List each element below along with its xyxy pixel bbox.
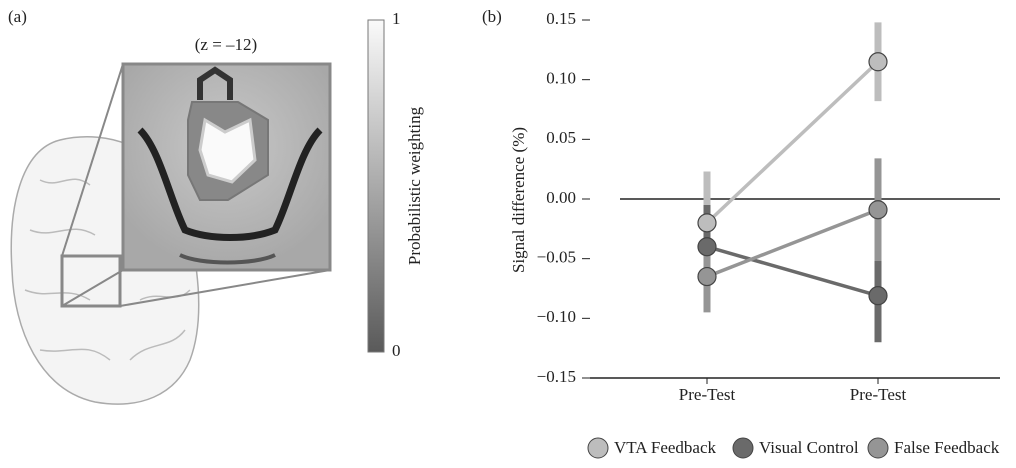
- slice-label: (z = –12): [195, 35, 257, 54]
- data-point: [698, 268, 716, 286]
- legend-swatch: [733, 438, 753, 458]
- data-point: [869, 201, 887, 219]
- x-tick-label: Pre-Test: [679, 385, 736, 404]
- y-axis-title: Signal difference (%): [509, 127, 528, 273]
- y-tick-label: 0.15: [546, 9, 576, 28]
- panel-label: (a): [8, 7, 27, 26]
- data-point: [698, 238, 716, 256]
- colorbar-tick-label: 1: [392, 9, 401, 28]
- data-point: [869, 53, 887, 71]
- legend-label: False Feedback: [894, 438, 1000, 457]
- y-tick-label: 0.05: [546, 128, 576, 147]
- data-point: [698, 214, 716, 232]
- y-tick-label: −0.05: [537, 248, 576, 267]
- x-tick-label: Pre-Test: [850, 385, 907, 404]
- y-tick-label: 0.00: [546, 188, 576, 207]
- colorbar: [368, 20, 384, 352]
- colorbar-tick-label: 0: [392, 341, 401, 360]
- legend-swatch: [588, 438, 608, 458]
- figure: (a) (z = –12) 1 0 Probabilistic weightin…: [0, 0, 1016, 468]
- slice-image: [123, 64, 330, 270]
- legend-swatch: [868, 438, 888, 458]
- colorbar-label: Probabilistic weighting: [405, 106, 424, 265]
- legend-label: Visual Control: [759, 438, 859, 457]
- panel-label: (b): [482, 7, 502, 26]
- y-tick-label: 0.10: [546, 69, 576, 88]
- y-tick-label: −0.15: [537, 367, 576, 386]
- series-line: [707, 210, 878, 277]
- legend-label: VTA Feedback: [614, 438, 717, 457]
- data-point: [869, 287, 887, 305]
- series-line: [707, 247, 878, 296]
- y-tick-label: −0.10: [537, 307, 576, 326]
